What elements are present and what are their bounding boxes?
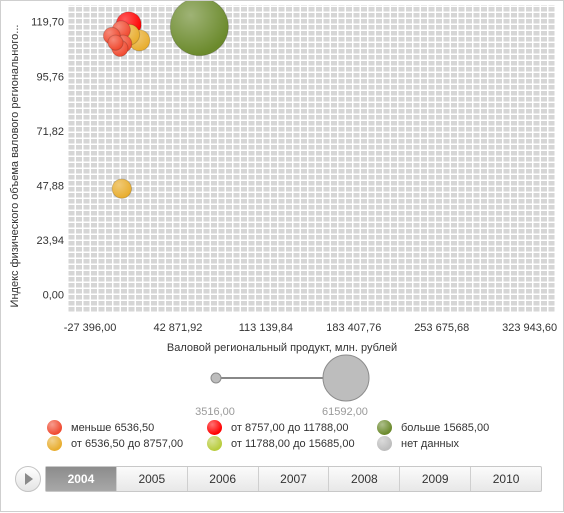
plot-area bbox=[68, 5, 556, 313]
year-tab-2005[interactable]: 2005 bbox=[115, 467, 187, 491]
x-tick-label: 42 871,92 bbox=[153, 322, 202, 334]
size-legend: 3516,00 61592,00 bbox=[195, 354, 370, 418]
legend-swatch bbox=[377, 420, 392, 435]
x-tick-label: 183 407,76 bbox=[326, 322, 381, 334]
y-tick-label: 119,70 bbox=[31, 17, 64, 29]
x-tick-label: 113 139,84 bbox=[239, 322, 293, 334]
bubble[interactable] bbox=[107, 34, 124, 51]
color-legend: меньше 6536,50 от 8757,00 до 11788,00 боль… bbox=[47, 419, 547, 459]
year-tab-2010[interactable]: 2010 bbox=[470, 467, 541, 491]
timeline: 2004 2005 2006 2007 2008 2009 2010 bbox=[15, 465, 542, 492]
x-tick-label: 253 675,68 bbox=[414, 322, 469, 334]
bubble-shine bbox=[107, 35, 124, 51]
year-tab-2009[interactable]: 2009 bbox=[399, 467, 470, 491]
bubble-shine bbox=[170, 1, 229, 56]
year-tab-2004[interactable]: 2004 bbox=[46, 467, 116, 491]
year-tab-2006[interactable]: 2006 bbox=[186, 467, 258, 491]
year-selector: 2004 2005 2006 2007 2008 2009 2010 bbox=[45, 466, 542, 492]
y-tick-label: 95,76 bbox=[36, 71, 64, 83]
x-axis-title: Валовой региональный продукт, млн. рубле… bbox=[167, 342, 397, 354]
y-tick-label: 0,00 bbox=[43, 290, 64, 302]
x-tick-label: 323 943,60 bbox=[502, 322, 557, 334]
y-tick-label: 23,94 bbox=[36, 235, 64, 247]
bubble-shine bbox=[112, 178, 132, 199]
legend-swatch bbox=[47, 420, 62, 435]
play-icon bbox=[25, 473, 33, 485]
legend-swatch bbox=[47, 436, 62, 451]
legend-swatch bbox=[207, 436, 222, 451]
legend-label: от 6536,50 до 8757,00 bbox=[71, 438, 184, 450]
x-tick-label: -27 396,00 bbox=[64, 322, 117, 334]
size-legend-min-circle bbox=[210, 372, 222, 384]
year-tab-2008[interactable]: 2008 bbox=[328, 467, 399, 491]
legend-swatch bbox=[207, 420, 222, 435]
legend-label: от 8757,00 до 11788,00 bbox=[231, 422, 349, 434]
size-legend-max-circle bbox=[322, 354, 370, 402]
size-legend-min-label: 3516,00 bbox=[195, 406, 235, 418]
y-tick-label: 71,82 bbox=[36, 126, 64, 138]
legend-label: нет данных bbox=[401, 438, 460, 450]
y-axis-title: Индекс физического объема валового регио… bbox=[9, 25, 21, 308]
y-tick-label: 47,88 bbox=[36, 181, 64, 193]
year-tab-2007[interactable]: 2007 bbox=[257, 467, 329, 491]
size-legend-max-label: 61592,00 bbox=[322, 406, 368, 418]
legend-swatch bbox=[377, 436, 392, 451]
bubble[interactable] bbox=[169, 1, 229, 57]
play-button[interactable] bbox=[15, 466, 41, 492]
legend-label: больше 15685,00 bbox=[401, 422, 490, 434]
bubble[interactable] bbox=[111, 178, 133, 199]
legend-label: меньше 6536,50 bbox=[71, 422, 155, 434]
legend-label: от 11788,00 до 15685,00 bbox=[231, 438, 355, 450]
